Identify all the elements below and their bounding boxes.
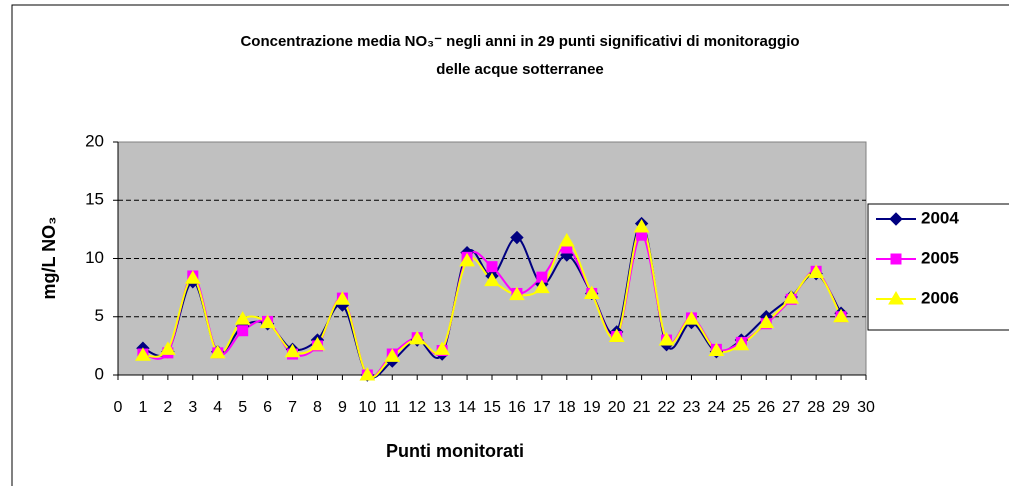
x-tick-label: 18	[558, 399, 576, 416]
x-tick-label: 9	[338, 399, 347, 416]
marker	[683, 311, 700, 325]
x-tick-label: 13	[433, 399, 451, 416]
x-tick-label: 3	[188, 399, 197, 416]
marker	[359, 367, 376, 381]
marker	[608, 328, 625, 343]
marker	[234, 311, 251, 325]
marker	[384, 348, 401, 362]
marker	[459, 252, 475, 267]
legend-label: 2005	[921, 248, 959, 267]
x-tick-label: 30	[857, 399, 875, 416]
marker	[434, 341, 451, 355]
legend	[867, 203, 1009, 331]
y-tick-label: 15	[85, 190, 104, 209]
marker	[135, 347, 151, 361]
x-tick-label: 10	[358, 399, 376, 416]
marker	[808, 264, 825, 278]
marker	[758, 314, 775, 329]
x-tick-label: 0	[114, 399, 123, 416]
marker	[509, 286, 525, 301]
marker	[733, 336, 750, 351]
marker	[708, 342, 725, 357]
marker	[259, 314, 276, 329]
y-tick-label: 20	[85, 131, 104, 150]
x-tick-label: 22	[658, 399, 676, 416]
x-tick-label: 19	[583, 399, 601, 416]
x-tick-label: 12	[408, 399, 426, 416]
x-tick-label: 28	[807, 399, 825, 416]
y-tick-label: 10	[85, 248, 104, 267]
x-tick-label: 5	[238, 399, 247, 416]
marker	[237, 325, 249, 337]
marker	[309, 336, 326, 351]
legend-label: 2006	[921, 288, 959, 307]
y-tick-label: 5	[95, 306, 104, 325]
x-tick-label: 27	[782, 399, 800, 416]
x-tick-label: 2	[163, 399, 172, 416]
marker	[888, 291, 904, 305]
x-tick-label: 20	[608, 399, 626, 416]
x-tick-label: 6	[263, 399, 272, 416]
x-tick-label: 25	[732, 399, 750, 416]
x-tick-label: 7	[288, 399, 297, 416]
marker	[284, 343, 301, 358]
marker	[558, 233, 575, 247]
x-tick-label: 8	[313, 399, 322, 416]
x-tick-label: 11	[384, 399, 401, 416]
x-tick-label: 26	[757, 399, 775, 416]
x-tick-label: 16	[508, 399, 526, 416]
marker	[783, 290, 800, 304]
marker	[633, 219, 650, 233]
marker	[159, 341, 176, 355]
marker	[334, 291, 351, 305]
marker	[658, 332, 675, 346]
x-tick-label: 1	[138, 399, 147, 416]
marker	[889, 212, 903, 226]
marker	[484, 272, 500, 287]
x-tick-label: 17	[533, 399, 551, 416]
x-axis-label: Punti monitorati	[386, 441, 524, 461]
x-tick-label: 24	[708, 399, 726, 416]
x-tick-label: 14	[458, 399, 476, 416]
marker	[533, 279, 550, 294]
marker	[890, 253, 902, 265]
legend-label: 2004	[921, 208, 959, 227]
chart-title: delle acque sotterranee	[436, 61, 604, 78]
chart-title: Concentrazione media NO₃⁻ negli anni in …	[240, 33, 799, 50]
marker	[583, 285, 600, 299]
marker	[833, 308, 849, 323]
x-tick-label: 15	[483, 399, 501, 416]
marker	[209, 344, 226, 359]
marker	[486, 261, 498, 273]
marker	[184, 270, 201, 284]
y-axis-label: mg/L NO₃	[39, 217, 59, 300]
x-tick-label: 23	[683, 399, 701, 416]
y-tick-label: 0	[95, 364, 104, 383]
chart-frame	[11, 4, 1009, 486]
x-tick-label: 21	[633, 399, 651, 416]
x-tick-label: 4	[213, 399, 222, 416]
x-tick-label: 29	[832, 399, 850, 416]
marker	[510, 230, 524, 245]
marker	[409, 330, 426, 345]
